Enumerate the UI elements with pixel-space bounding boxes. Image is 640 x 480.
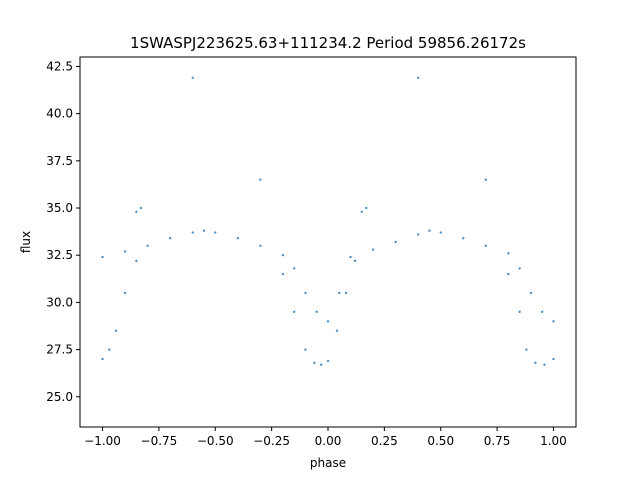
y-axis-ticks: 25.0 27.5 30.0 32.5 35.0 37.5 40.0 42.5: [46, 59, 80, 404]
data-point: [114, 329, 118, 332]
y-tick-label: 35.0: [46, 201, 73, 215]
data-point: [101, 357, 104, 361]
data-point: [439, 231, 442, 234]
x-tick-label: 0.50: [427, 434, 454, 448]
x-tick-label: −0.50: [197, 434, 234, 448]
data-point: [313, 361, 316, 365]
y-tick-label: 40.0: [46, 107, 73, 121]
data-point: [304, 291, 307, 295]
data-point: [281, 272, 285, 276]
data-point: [365, 206, 368, 210]
x-tick-label: 0.25: [371, 434, 398, 448]
x-tick-label: 0.00: [315, 434, 342, 448]
y-axis-label: flux: [19, 231, 33, 253]
data-point: [281, 254, 285, 257]
data-point: [518, 310, 521, 314]
data-point: [259, 244, 262, 247]
data-point: [123, 291, 127, 295]
data-point: [259, 178, 262, 181]
data-point: [304, 348, 307, 351]
data-point: [191, 76, 194, 79]
data-point: [484, 178, 488, 181]
data-point: [335, 329, 339, 332]
data-point: [349, 255, 352, 259]
x-tick-label: −0.75: [141, 434, 178, 448]
y-tick-label: 37.5: [46, 154, 73, 168]
y-tick-label: 30.0: [46, 295, 73, 309]
x-tick-label: 1.00: [540, 434, 567, 448]
data-point: [552, 357, 555, 361]
data-point: [525, 348, 528, 351]
data-point: [507, 252, 510, 255]
data-point: [371, 248, 375, 251]
data-point: [139, 206, 143, 210]
data-point: [135, 259, 138, 263]
data-point: [534, 361, 537, 365]
data-point: [394, 240, 397, 244]
data-point: [320, 363, 323, 366]
data-point: [292, 267, 296, 270]
data-point: [462, 237, 465, 240]
data-point: [101, 255, 104, 259]
data-point: [108, 348, 111, 351]
data-point: [507, 272, 510, 276]
x-tick-label: 0.75: [484, 434, 511, 448]
data-point: [344, 291, 348, 295]
data-point: [326, 359, 330, 363]
data-point: [123, 250, 127, 253]
x-tick-label: −0.25: [253, 434, 290, 448]
x-axis-label: phase: [310, 456, 346, 470]
data-point: [416, 233, 420, 236]
data-point: [168, 237, 172, 240]
data-point: [236, 237, 240, 240]
y-tick-label: 25.0: [46, 390, 73, 404]
data-point: [202, 229, 206, 232]
data-point: [540, 310, 544, 314]
data-point: [518, 267, 521, 270]
data-point: [552, 320, 555, 323]
y-tick-label: 32.5: [46, 248, 73, 262]
chart-title: 1SWASPJ223625.63+111234.2 Period 59856.2…: [130, 34, 526, 52]
data-point: [338, 291, 341, 295]
data-point: [529, 291, 533, 295]
data-point: [326, 320, 330, 323]
y-tick-label: 42.5: [46, 59, 73, 73]
x-tick-label: −1.00: [84, 434, 121, 448]
x-axis-ticks: −1.00 −0.75 −0.50 −0.25 0.00 0.25 0.50 0.75 1.00: [84, 427, 567, 448]
data-point: [353, 259, 357, 263]
data-point: [360, 210, 364, 213]
y-tick-label: 27.5: [46, 343, 73, 357]
data-point: [315, 310, 318, 314]
data-point: [543, 363, 546, 366]
data-point: [484, 244, 488, 247]
data-point: [416, 76, 420, 79]
data-point: [292, 310, 296, 314]
data-points: [101, 76, 555, 366]
data-point: [146, 244, 149, 247]
data-point: [428, 229, 431, 232]
data-point: [191, 231, 194, 234]
data-point: [214, 231, 217, 234]
data-point: [135, 210, 138, 213]
